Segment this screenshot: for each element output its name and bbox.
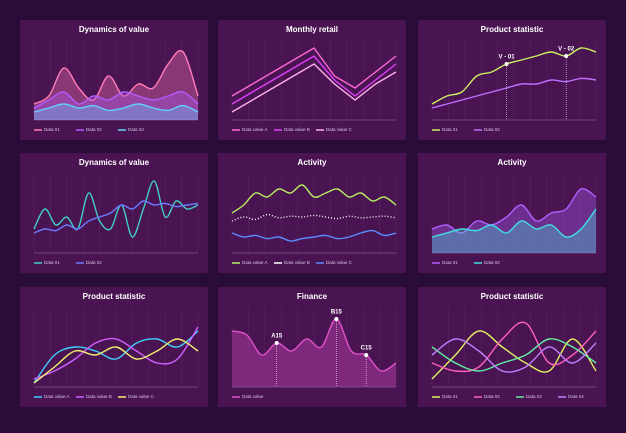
annotation-label: B15 [331,310,343,316]
chart-panel: Dynamics of value Data 01 Data 02 Data 03 [20,20,208,140]
chart-panel: Monthly retail Data value A Data value B Da… [218,20,406,140]
chart-title: Dynamics of value [79,158,150,167]
legend-label: Data 01 [442,394,458,399]
legend-label: Data value A [242,260,268,265]
series-line [431,330,597,380]
panel-bg [418,153,606,273]
chart-panel: Finance Data value A15 B15 C15 [218,287,406,407]
legend-label: Data 02 [484,127,500,132]
legend-label: Data 02 [86,260,102,265]
series-line [33,338,199,384]
legend-label: Data value B [284,260,310,265]
area [232,318,396,387]
panel-bg [218,20,406,140]
legend-label: Data 03 [128,127,144,132]
series-line [33,91,199,109]
annotation-label: C15 [361,346,373,352]
legend-label: Data 01 [442,127,458,132]
chart-panel: Product statistic Data 01 Data 02 Data 03 Da… [418,287,606,407]
area [432,209,596,253]
series-line [231,55,397,105]
annotation-point [364,353,369,357]
series-line [231,213,397,222]
panel-bg [418,287,606,407]
legend-label: Data 01 [442,260,458,265]
chart-panel: Product statistic Data 01 Data 02 V - 01 V -… [418,20,606,140]
legend-label: Data 04 [568,394,584,399]
panel-bg [218,287,406,407]
legend-label: Data 03 [526,394,542,399]
chart-panel: Product statistic Data value A Data value … [20,287,208,407]
legend-label: Data 01 [44,127,60,132]
chart-panel: Activity Data value A Data value B Data val… [218,153,406,273]
chart-title: Activity [298,158,327,167]
series-line [33,180,199,238]
series-line [33,103,199,113]
panel-bg [20,153,208,273]
chart-title: Product statistic [481,292,544,301]
series-line [431,208,597,238]
chart-title: Finance [297,292,328,301]
annotation-label: A15 [271,334,283,340]
legend-label: Data 01 [44,260,60,265]
series-line [431,321,597,373]
series-line [431,188,597,234]
annotation-point [504,62,509,66]
legend-label: Data value C [326,260,353,265]
legend-label: Data value A [242,127,268,132]
legend-label: Data value B [86,394,112,399]
series-line [431,338,597,372]
series-line [231,184,397,214]
chart-title: Monthly retail [286,25,338,34]
series-line [431,77,597,109]
series-line [33,50,199,105]
area [432,188,596,253]
legend-label: Data 02 [484,260,500,265]
legend-label: Data 02 [86,127,102,132]
series-line [33,200,199,234]
series-line [231,229,397,242]
chart-panel: Activity Data 01 Data 02 [418,153,606,273]
annotation-point [334,317,339,321]
legend-label: Data value [242,394,264,399]
chart-panel: Dynamics of value Data 01 Data 02 [20,153,208,273]
annotation-label: V - 01 [499,55,516,61]
series-line [33,330,199,384]
series-line [231,63,397,113]
legend-label: Data value B [284,127,310,132]
series-line [431,338,597,373]
area [34,104,198,120]
series-line [231,47,397,97]
area [34,91,198,120]
annotation-point [564,54,569,58]
legend-label: Data value C [326,127,353,132]
legend-label: Data value C [128,394,155,399]
series-line [33,326,199,380]
annotation-label: V - 02 [558,47,575,53]
legend-label: Data value A [44,394,70,399]
panel-bg [418,20,606,140]
chart-title: Activity [498,158,527,167]
annotation-point [274,341,279,345]
chart-title: Product statistic [481,25,544,34]
chart-title: Product statistic [83,292,146,301]
chart-title: Dynamics of value [79,25,150,34]
legend-label: Data 02 [484,394,500,399]
panel-bg [218,153,406,273]
